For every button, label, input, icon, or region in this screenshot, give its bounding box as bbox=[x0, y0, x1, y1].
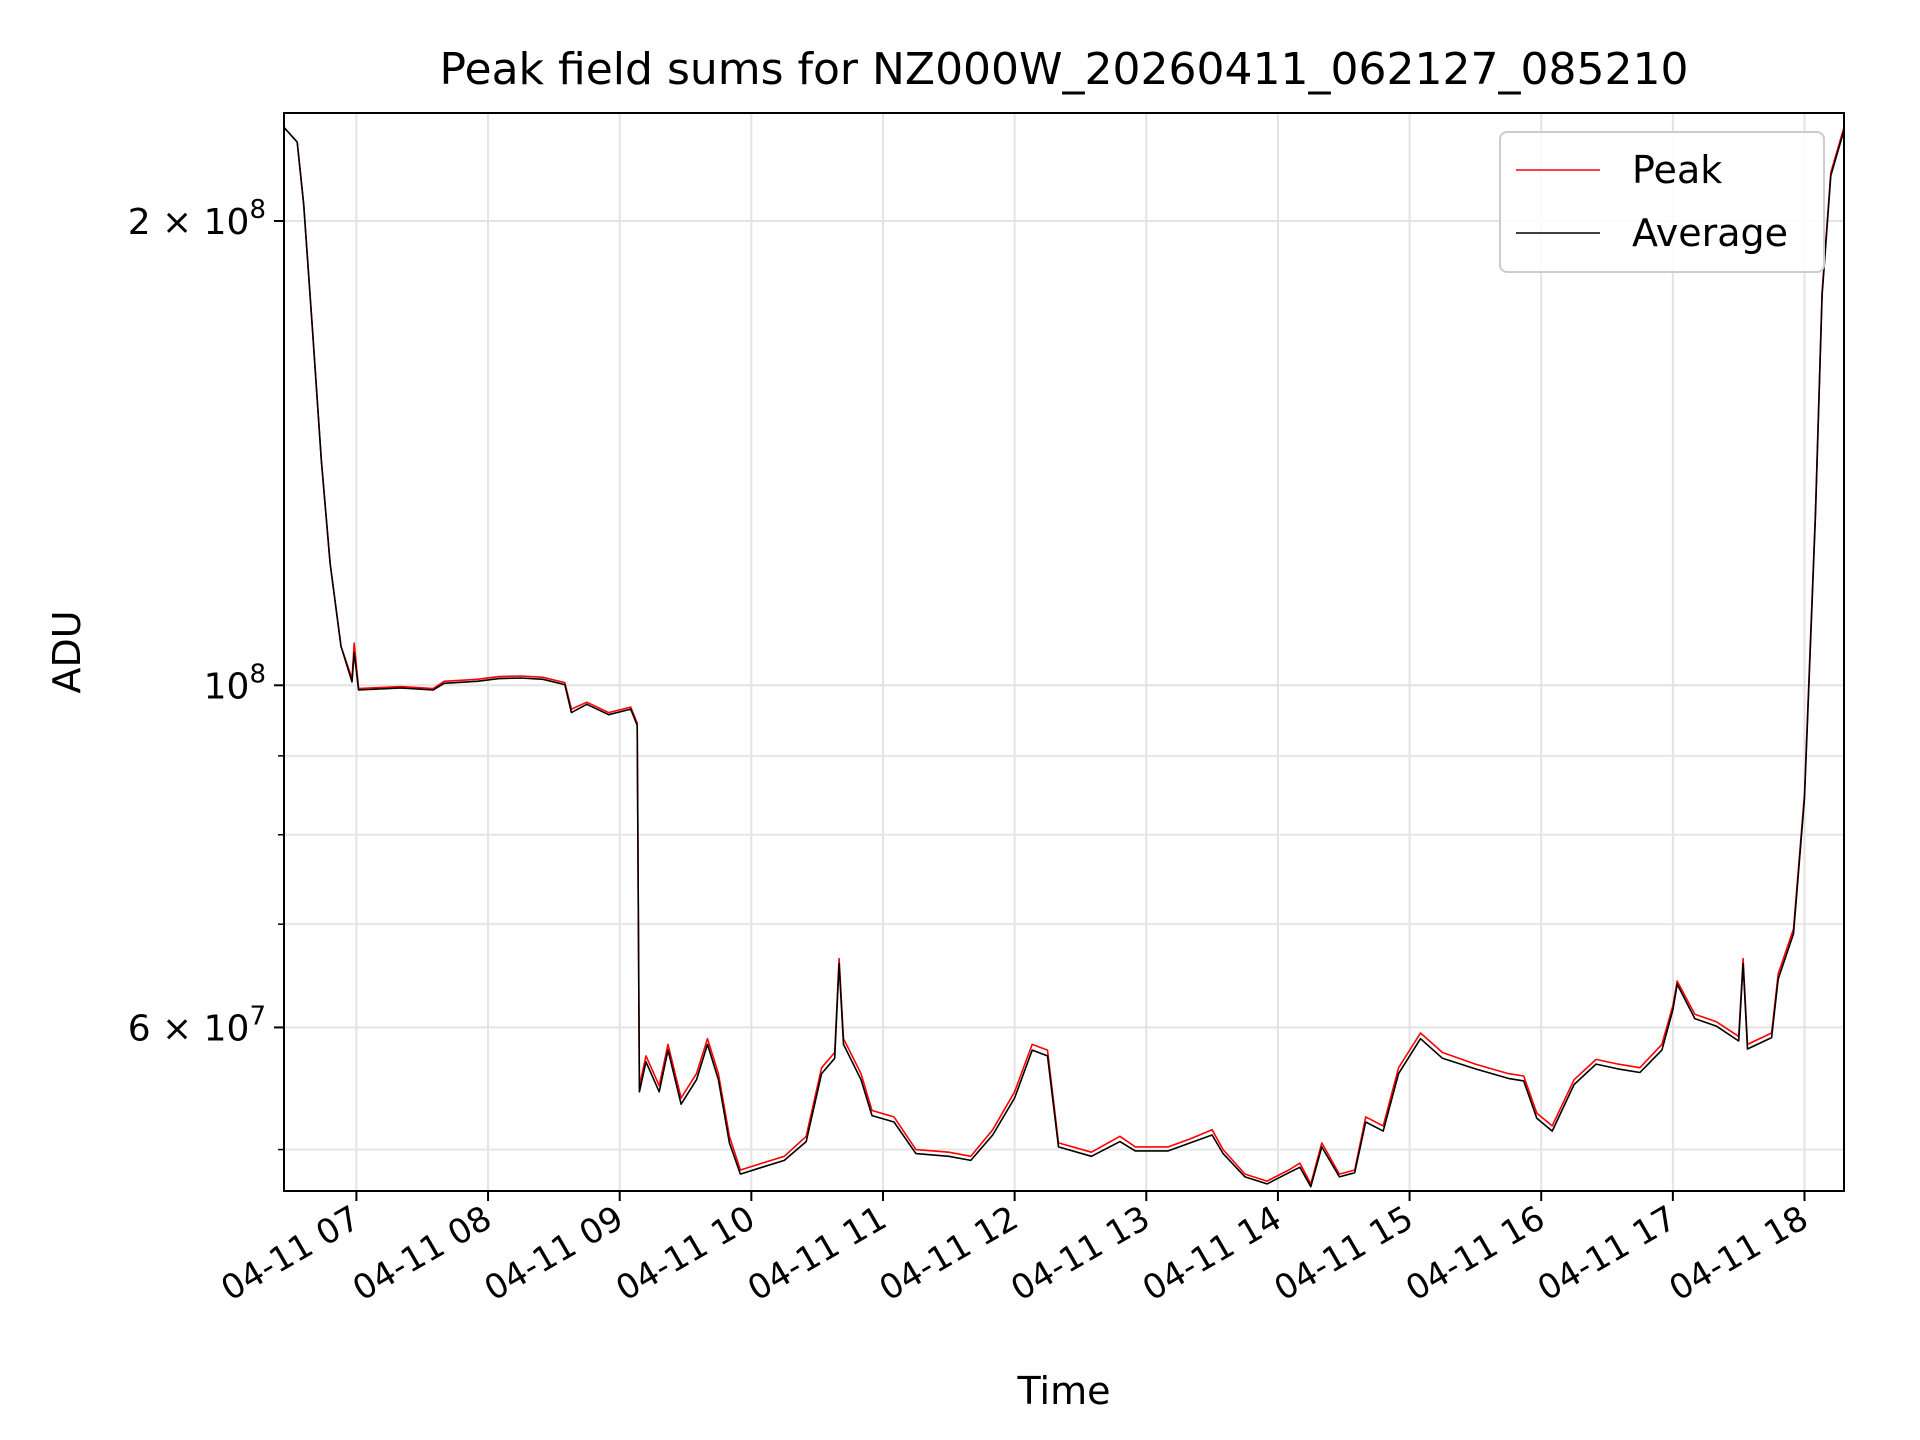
legend-peak-label: Peak bbox=[1632, 148, 1722, 192]
y-tick-label-exponent: 7 bbox=[249, 1001, 266, 1031]
legend-box bbox=[1499, 131, 1825, 273]
y-tick-label-base: 6 × 10 bbox=[128, 1008, 250, 1049]
legend-average-label: Average bbox=[1632, 211, 1788, 255]
series-line-average bbox=[283, 126, 1845, 1188]
legend: Peak Average bbox=[1499, 131, 1825, 273]
chart-title: Peak field sums for NZ000W_20260411_0621… bbox=[440, 44, 1689, 95]
y-tick-label-base: 10 bbox=[204, 666, 250, 707]
y-tick-label: 6 × 107 bbox=[128, 1001, 266, 1049]
x-axis-label: Time bbox=[1017, 1369, 1111, 1413]
y-tick-label: 2 × 108 bbox=[128, 195, 266, 243]
y-tick-label-base: 2 × 10 bbox=[128, 202, 250, 243]
y-tick-label-exponent: 8 bbox=[249, 659, 266, 689]
plot-frame bbox=[283, 112, 1845, 1192]
y-tick-label-exponent: 8 bbox=[249, 195, 266, 225]
y-axis-label: ADU bbox=[45, 610, 89, 693]
series-lines bbox=[283, 126, 1845, 1188]
y-tick-label: 108 bbox=[204, 659, 266, 707]
series-line-peak bbox=[283, 126, 1845, 1185]
